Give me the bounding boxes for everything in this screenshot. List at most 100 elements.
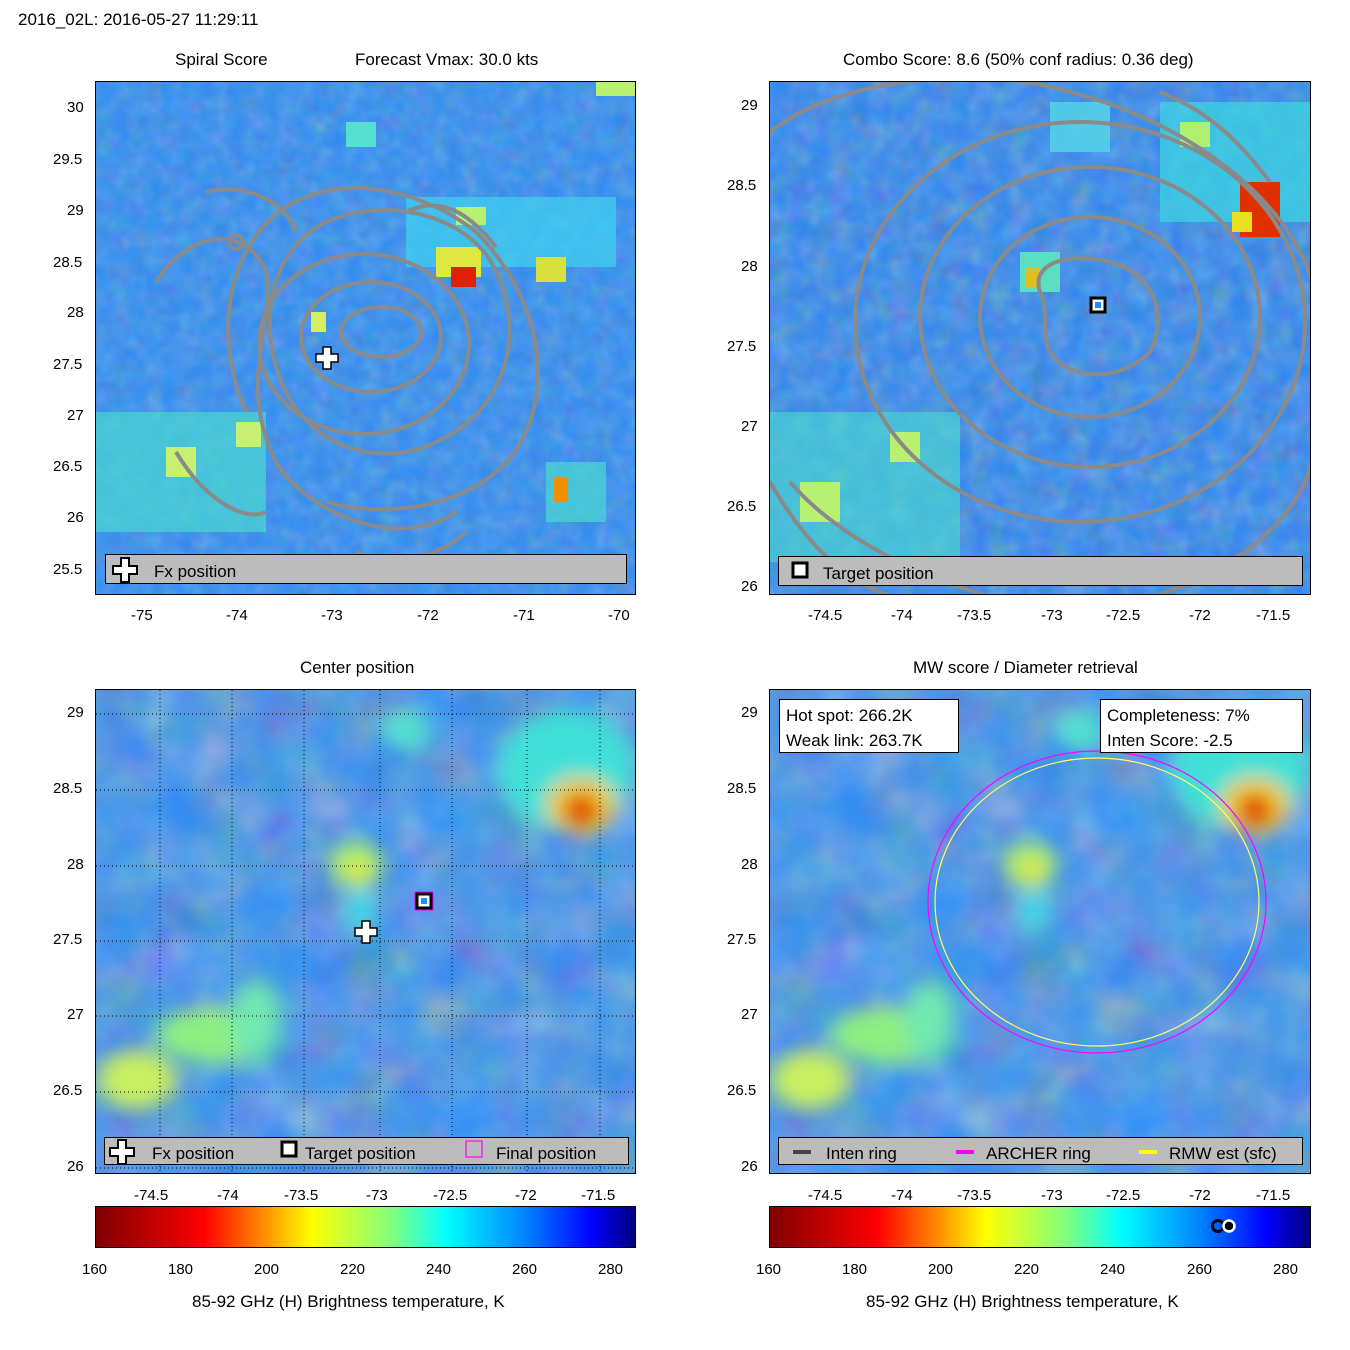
mw-colorbar-label: 85-92 GHz (H) Brightness temperature, K bbox=[866, 1292, 1179, 1311]
x-tick: -72 bbox=[1189, 1187, 1211, 1204]
y-tick: 26 bbox=[67, 509, 84, 526]
x-tick: -71 bbox=[513, 607, 535, 624]
y-tick: 27.5 bbox=[727, 931, 757, 948]
y-tick: 29 bbox=[741, 97, 758, 114]
y-tick: 26.5 bbox=[53, 458, 83, 475]
x-tick: -74 bbox=[891, 607, 913, 624]
y-tick: 28.5 bbox=[727, 780, 757, 797]
mw-legend: Inten ring ARCHER ring RMW est (sfc) bbox=[778, 1137, 1303, 1165]
x-tick: -71.5 bbox=[1256, 1187, 1291, 1204]
inten-ring-swatch bbox=[793, 1150, 811, 1154]
y-tick: 27.5 bbox=[53, 356, 83, 373]
x-tick: -73.5 bbox=[957, 607, 992, 624]
x-tick: -72 bbox=[515, 1187, 537, 1204]
y-tick: 27 bbox=[741, 418, 758, 435]
y-tick: 28 bbox=[67, 304, 84, 321]
y-tick: 27.5 bbox=[53, 931, 83, 948]
y-tick: 26.5 bbox=[53, 1082, 83, 1099]
spiral-map: Fx position bbox=[95, 81, 636, 595]
inten-score-value: Inten Score: -2.5 bbox=[1107, 731, 1233, 750]
center-colorbar-label: 85-92 GHz (H) Brightness temperature, K bbox=[192, 1292, 505, 1311]
completeness-value: Completeness: 7% bbox=[1107, 706, 1250, 725]
center-grid bbox=[96, 690, 635, 1173]
cbar-tick: 220 bbox=[340, 1261, 366, 1278]
x-tick: -73.5 bbox=[957, 1187, 992, 1204]
cbar-tick: 280 bbox=[1273, 1261, 1299, 1278]
y-tick: 29 bbox=[67, 202, 84, 219]
mw-map: Hot spot: 266.2K Weak link: 263.7K Compl… bbox=[769, 689, 1311, 1174]
cbar-tick: 260 bbox=[512, 1261, 538, 1278]
target-position-icon bbox=[280, 1140, 298, 1158]
mw-field bbox=[770, 690, 1310, 1173]
mw-legend-rmw: RMW est (sfc) bbox=[1169, 1144, 1277, 1163]
cbar-tick: 260 bbox=[1187, 1261, 1213, 1278]
y-tick: 27 bbox=[741, 1006, 758, 1023]
x-tick: -74 bbox=[891, 1187, 913, 1204]
hot-spot-value: Hot spot: 266.2K bbox=[786, 706, 913, 725]
y-tick: 27.5 bbox=[727, 338, 757, 355]
mw-legend-archer: ARCHER ring bbox=[986, 1144, 1091, 1163]
x-tick: -72.5 bbox=[1106, 1187, 1141, 1204]
x-tick: -72.5 bbox=[433, 1187, 468, 1204]
combo-title: Combo Score: 8.6 (50% conf radius: 0.36 … bbox=[843, 50, 1194, 69]
page-header: 2016_02L: 2016-05-27 11:29:11 bbox=[18, 10, 259, 29]
y-tick: 28 bbox=[67, 856, 84, 873]
x-tick: -73 bbox=[1041, 607, 1063, 624]
archer-ring bbox=[927, 750, 1267, 1054]
cbar-tick: 280 bbox=[598, 1261, 624, 1278]
center-legend-fx: Fx position bbox=[152, 1144, 235, 1163]
x-tick: -74 bbox=[217, 1187, 239, 1204]
cbar-tick: 180 bbox=[168, 1261, 194, 1278]
combo-legend: Target position bbox=[778, 556, 1303, 586]
cbar-tick: 180 bbox=[842, 1261, 868, 1278]
combo-field bbox=[770, 82, 1310, 594]
x-tick: -73 bbox=[321, 607, 343, 624]
center-legend-final: Final position bbox=[496, 1144, 597, 1163]
x-tick: -70 bbox=[608, 607, 630, 624]
combo-warm-patches bbox=[770, 102, 1310, 562]
y-tick: 27 bbox=[67, 1006, 84, 1023]
y-tick: 26.5 bbox=[727, 498, 757, 515]
y-tick: 28 bbox=[741, 258, 758, 275]
x-tick: -74.5 bbox=[134, 1187, 169, 1204]
center-map: Fx position Target position Final positi… bbox=[95, 689, 636, 1174]
y-tick: 26 bbox=[741, 1158, 758, 1175]
center-warm-patches bbox=[96, 710, 635, 1110]
center-colorbar bbox=[95, 1206, 636, 1248]
combo-legend-label: Target position bbox=[823, 564, 934, 583]
spiral-fx-marker bbox=[315, 346, 339, 370]
spiral-title-right: Forecast Vmax: 30.0 kts bbox=[355, 50, 539, 69]
y-tick: 30 bbox=[67, 99, 84, 116]
center-title: Center position bbox=[300, 658, 415, 677]
y-tick: 26 bbox=[741, 578, 758, 595]
x-tick: -71.5 bbox=[581, 1187, 616, 1204]
spiral-field bbox=[96, 82, 635, 594]
spiral-contours bbox=[154, 186, 540, 563]
x-tick: -75 bbox=[131, 607, 153, 624]
rmw-swatch bbox=[1139, 1150, 1157, 1154]
center-target-marker bbox=[414, 891, 434, 911]
combo-target-marker bbox=[1089, 296, 1107, 314]
archer-ring-swatch bbox=[956, 1150, 974, 1154]
y-tick: 28 bbox=[741, 856, 758, 873]
cbar-tick: 160 bbox=[82, 1261, 108, 1278]
y-tick: 26.5 bbox=[727, 1082, 757, 1099]
x-tick: -73.5 bbox=[284, 1187, 319, 1204]
fx-position-icon bbox=[109, 1139, 135, 1165]
cbar-tick: 200 bbox=[254, 1261, 280, 1278]
fx-position-icon bbox=[112, 557, 138, 583]
x-tick: -74.5 bbox=[808, 1187, 843, 1204]
mw-colorbar bbox=[769, 1206, 1311, 1248]
y-tick: 29 bbox=[67, 704, 84, 721]
cbar-tick: 240 bbox=[426, 1261, 452, 1278]
cbar-tick: 220 bbox=[1014, 1261, 1040, 1278]
rmw-ring bbox=[934, 757, 1260, 1047]
spiral-legend: Fx position bbox=[105, 554, 627, 584]
x-tick: -72 bbox=[417, 607, 439, 624]
x-tick: -73 bbox=[366, 1187, 388, 1204]
mw-info-right: Completeness: 7% Inten Score: -2.5 bbox=[1100, 699, 1303, 753]
y-tick: 27 bbox=[67, 407, 84, 424]
center-fx-marker bbox=[354, 920, 378, 944]
cbar-tick: 200 bbox=[928, 1261, 954, 1278]
x-tick: -72 bbox=[1189, 607, 1211, 624]
